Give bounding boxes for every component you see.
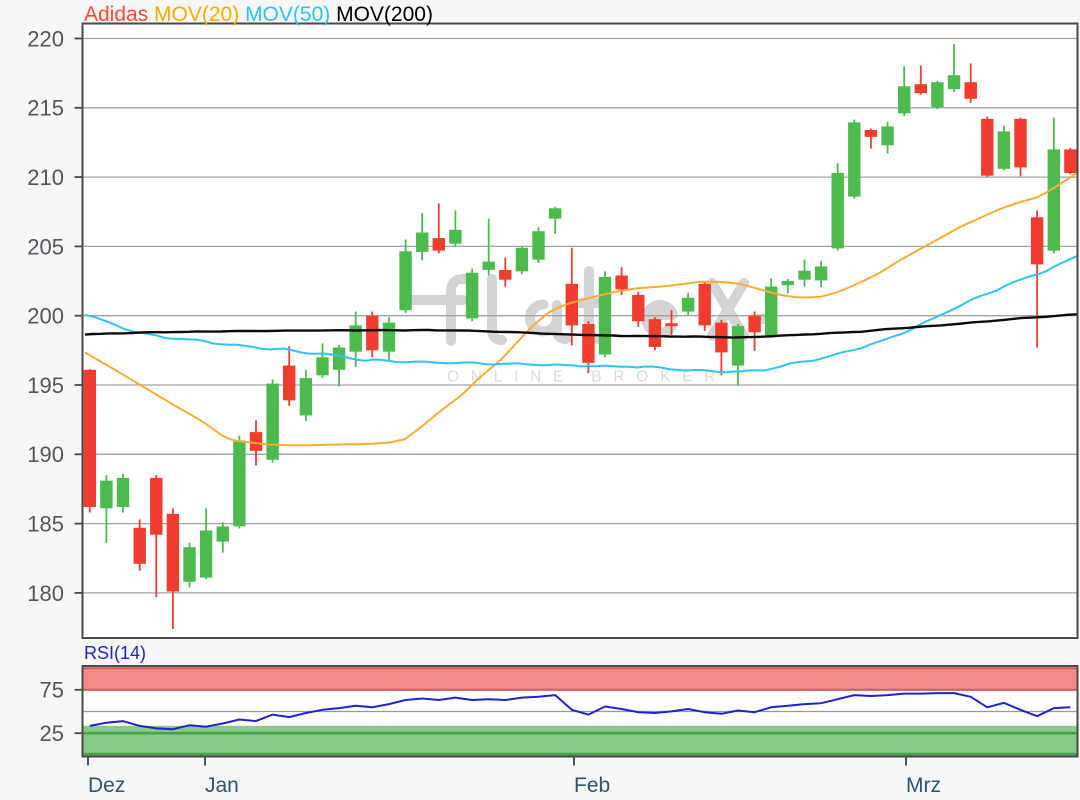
svg-text:75: 75 xyxy=(40,678,64,703)
svg-text:Feb: Feb xyxy=(574,774,610,797)
svg-text:190: 190 xyxy=(27,442,64,467)
svg-text:220: 220 xyxy=(27,26,64,51)
svg-text:215: 215 xyxy=(27,96,64,121)
svg-text:195: 195 xyxy=(27,373,64,398)
svg-text:25: 25 xyxy=(40,721,64,746)
svg-text:Jan: Jan xyxy=(205,774,239,797)
svg-text:RSI(14): RSI(14) xyxy=(84,643,146,663)
svg-text:200: 200 xyxy=(27,304,64,329)
svg-text:Mrz: Mrz xyxy=(906,774,941,797)
svg-text:Adidas MOV(20) MOV(50) MOV(200: Adidas MOV(20) MOV(50) MOV(200) xyxy=(84,3,433,26)
svg-text:210: 210 xyxy=(27,165,64,190)
svg-text:185: 185 xyxy=(27,512,64,537)
svg-text:ONLINE BROKER: ONLINE BROKER xyxy=(447,369,727,386)
svg-text:Dez: Dez xyxy=(88,774,125,797)
svg-text:180: 180 xyxy=(27,581,64,606)
svg-text:205: 205 xyxy=(27,234,64,259)
